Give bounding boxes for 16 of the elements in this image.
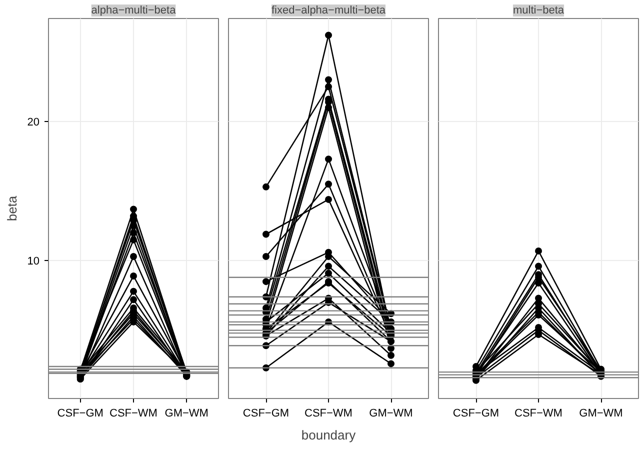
x-tick-label: GM−WM bbox=[579, 408, 623, 420]
x-tick-label: CSF−GM bbox=[57, 408, 104, 420]
chart-title: alpha−multi−beta bbox=[91, 4, 177, 16]
x-tick-label: CSF−GM bbox=[452, 408, 500, 420]
chart-title: fixed−alpha−multi−beta bbox=[271, 4, 386, 16]
x-tick-label: CSF−GM bbox=[242, 408, 290, 420]
y-tick-label: 10 bbox=[27, 256, 40, 268]
y-axis-title: beta bbox=[4, 195, 20, 222]
x-tick-label: CSF−WM bbox=[304, 408, 352, 420]
x-tick-label: GM−WM bbox=[164, 408, 208, 420]
x-tick-label: CSF−WM bbox=[110, 408, 158, 420]
x-axis-title: boundary bbox=[301, 428, 356, 442]
x-tick-label: GM−WM bbox=[369, 408, 413, 420]
chart-title: multi−beta bbox=[512, 4, 565, 16]
x-tick-label: CSF−WM bbox=[514, 408, 562, 420]
y-tick-label: 20 bbox=[27, 116, 40, 129]
